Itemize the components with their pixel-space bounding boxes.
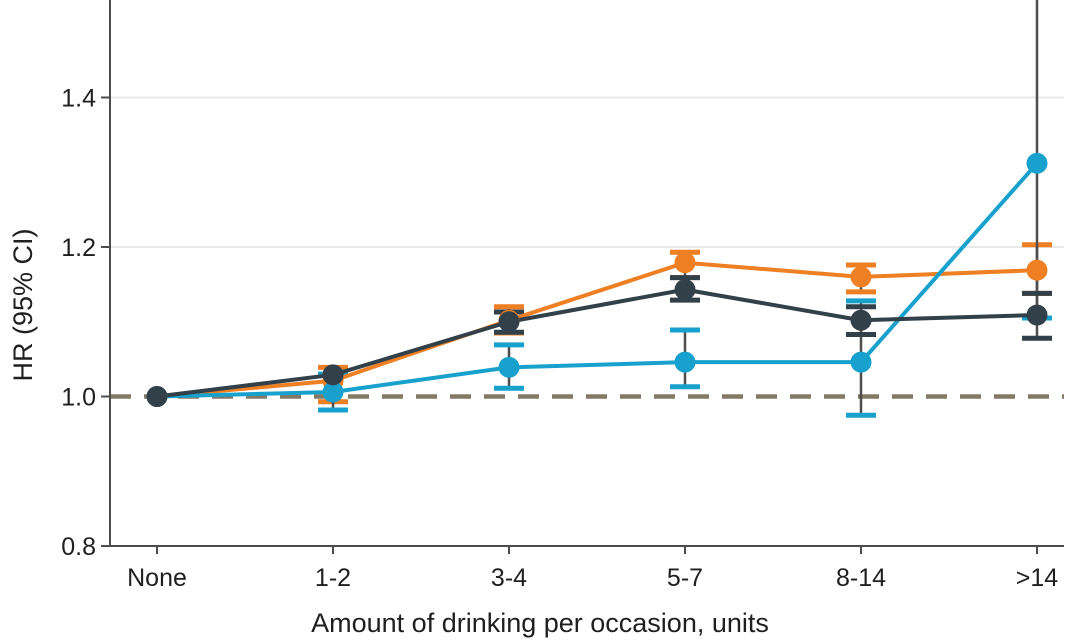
x-tick-label: None xyxy=(127,564,187,592)
data-point-dark-series xyxy=(322,364,344,386)
data-point-dark-series xyxy=(674,279,696,301)
data-point-orange-series xyxy=(850,266,872,288)
x-axis-label: Amount of drinking per occasion, units xyxy=(311,608,769,638)
data-point-cyan-series xyxy=(498,356,520,378)
x-tick-label: 3-4 xyxy=(491,564,527,592)
y-tick-label: 1.4 xyxy=(61,85,96,113)
data-point-dark-series xyxy=(1026,304,1048,326)
y-tick-label: 0.8 xyxy=(61,533,96,561)
data-point-cyan-series xyxy=(1026,152,1048,174)
data-point-cyan-series xyxy=(674,351,696,373)
data-point-orange-series xyxy=(674,252,696,274)
series-line-orange-series xyxy=(156,260,1038,399)
x-tick-label: 5-7 xyxy=(667,564,703,592)
data-point-dark-series xyxy=(498,311,520,333)
plot-area: 0.8 1.0 1.2 1.4 None 1-2 3-4 5-7 8-14 >14 xyxy=(61,0,1064,592)
data-point-cyan-series xyxy=(322,381,344,403)
x-tick-label: 8-14 xyxy=(836,564,886,592)
data-point-orange-series xyxy=(1026,259,1048,281)
x-tick-label: 1-2 xyxy=(315,564,351,592)
y-axis-label: HR (95% CI) xyxy=(8,228,38,381)
series-line-dark-series xyxy=(156,287,1038,399)
y-tick-label: 1.0 xyxy=(61,384,96,412)
x-tick-label: >14 xyxy=(1016,564,1059,592)
data-point-dark-series xyxy=(850,309,872,331)
series-line-cyan-series xyxy=(156,161,1039,399)
data-point-cyan-series xyxy=(850,351,872,373)
data-point-dark-series xyxy=(146,386,168,407)
y-tick-label: 1.2 xyxy=(61,234,96,262)
